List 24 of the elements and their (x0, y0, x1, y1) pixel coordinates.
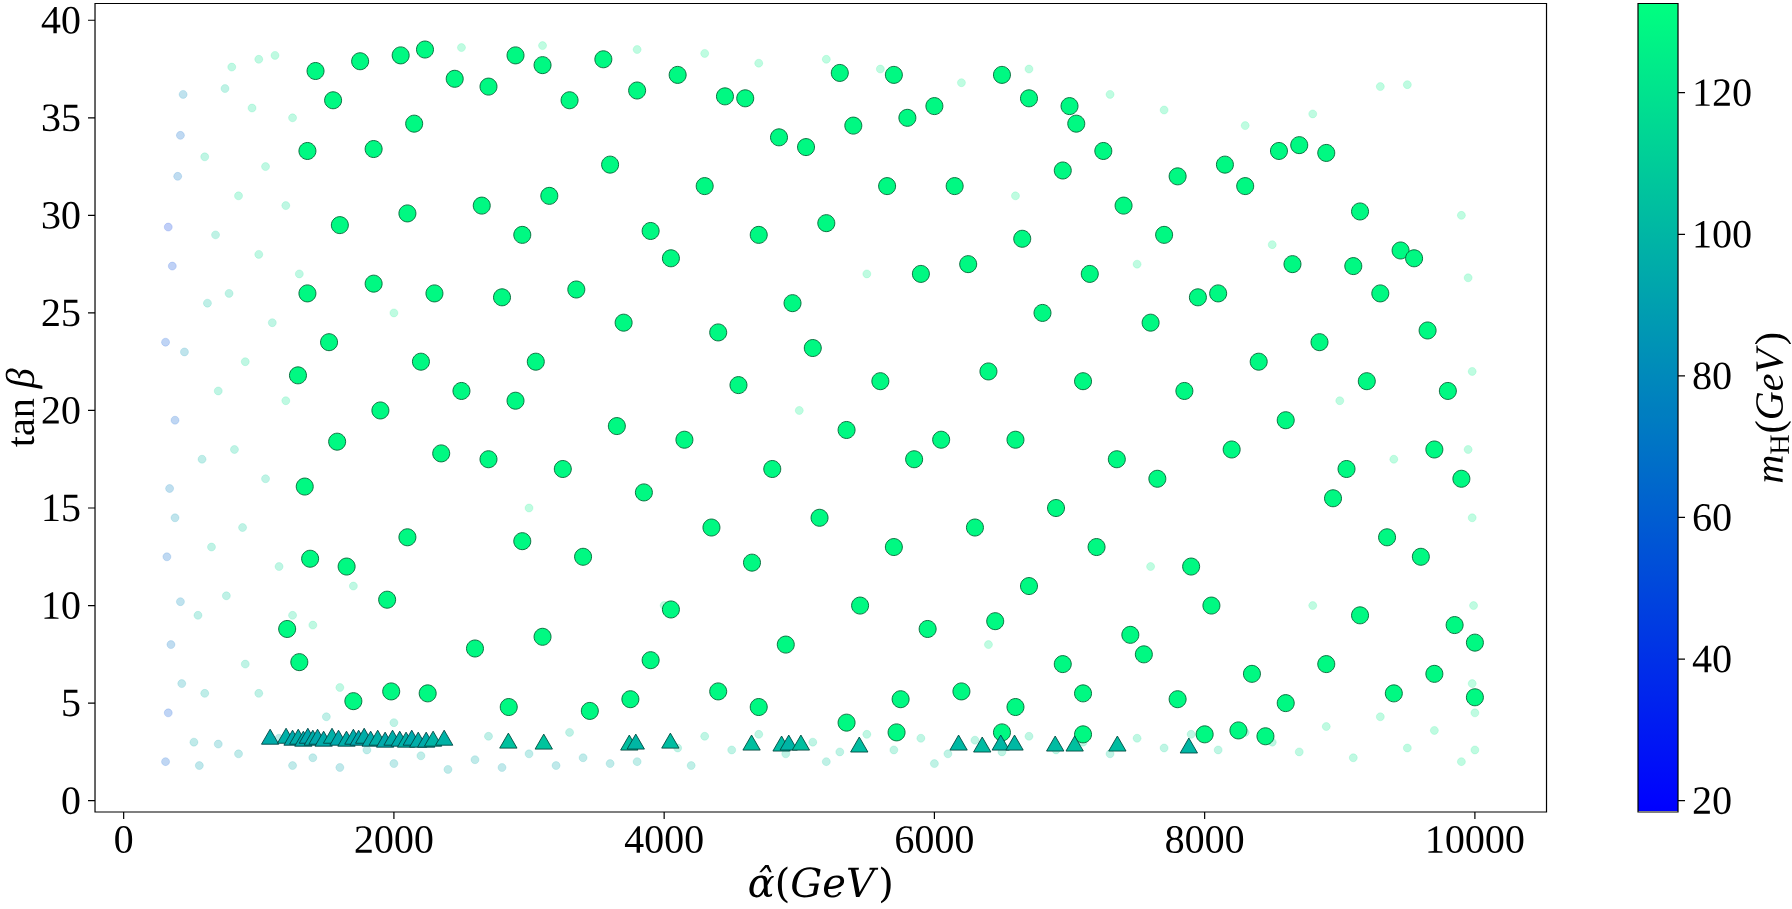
y-tick-label: 10 (44, 592, 80, 620)
x-tick-label: 0 (115, 826, 133, 854)
y-tick-label: 20 (42, 396, 80, 424)
x-tick-label: 8000 (1166, 826, 1244, 854)
color-bar-label: 20 (1693, 787, 1731, 815)
y-tick-label: 5 (63, 689, 80, 717)
color-bar-label: 60 (1693, 503, 1731, 531)
y-tick-label: 40 (41, 6, 80, 34)
color-bar-title: m$_{H}$(GeV) (1754, 333, 1792, 483)
y-axis-title: tan β (5, 368, 43, 447)
color-bar-label: 120 (1695, 79, 1751, 107)
x-tick-label: 4000 (624, 826, 703, 854)
y-tick-label: 25 (42, 299, 80, 327)
x-axis-title: α̂(GeV) (749, 864, 891, 904)
color-bar-label: 40 (1692, 645, 1731, 673)
y-tick-label: 35 (42, 104, 80, 132)
y-tick-label: 30 (42, 201, 80, 229)
x-tick-label: 2000 (355, 826, 433, 854)
x-tick-label: 10000 (1428, 826, 1524, 854)
color-bar-label: 80 (1693, 362, 1731, 390)
x-tick-label: 6000 (896, 826, 973, 854)
y-tick-label: 15 (44, 494, 80, 522)
color-bar-label: 100 (1695, 220, 1751, 248)
y-tick-label: 0 (62, 787, 80, 815)
